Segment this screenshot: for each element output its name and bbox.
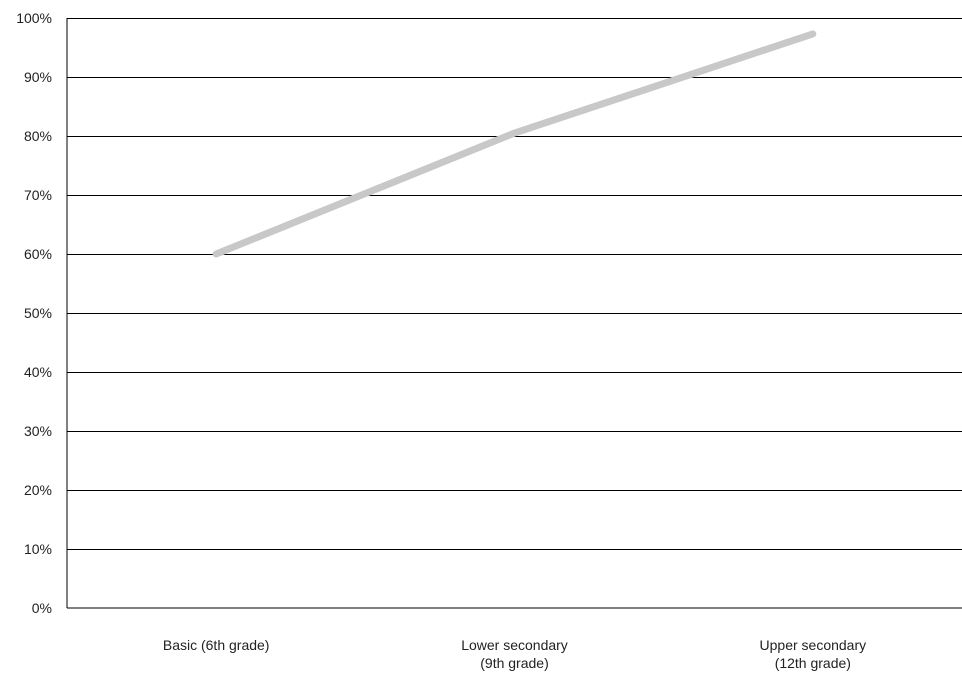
gridlines bbox=[67, 18, 962, 550]
y-tick-labels: 0% 10% 20% 30% 40% 50% 60% 70% 80% 90% 100% bbox=[16, 10, 52, 616]
y-tick-label: 100% bbox=[16, 10, 52, 26]
axes bbox=[66, 18, 962, 609]
y-tick-label: 70% bbox=[24, 187, 52, 203]
y-tick-label: 10% bbox=[24, 541, 52, 557]
y-tick-label: 20% bbox=[24, 482, 52, 498]
series bbox=[212, 30, 817, 258]
x-tick-label: Basic (6th grade) bbox=[163, 637, 270, 653]
series-line-0 bbox=[212, 30, 817, 258]
x-tick-labels: Basic (6th grade) Lower secondary (9th gra… bbox=[163, 637, 866, 671]
y-tick-label: 60% bbox=[24, 246, 52, 262]
x-tick-label: Upper secondary (12th grade) bbox=[760, 637, 867, 671]
y-tick-label: 80% bbox=[24, 128, 52, 144]
x-tick-label: Lower secondary (9th grade) bbox=[461, 637, 568, 671]
y-tick-label: 90% bbox=[24, 69, 52, 85]
y-tick-label: 0% bbox=[32, 600, 52, 616]
y-tick-label: 40% bbox=[24, 364, 52, 380]
y-tick-label: 50% bbox=[24, 305, 52, 321]
y-tick-label: 30% bbox=[24, 423, 52, 439]
